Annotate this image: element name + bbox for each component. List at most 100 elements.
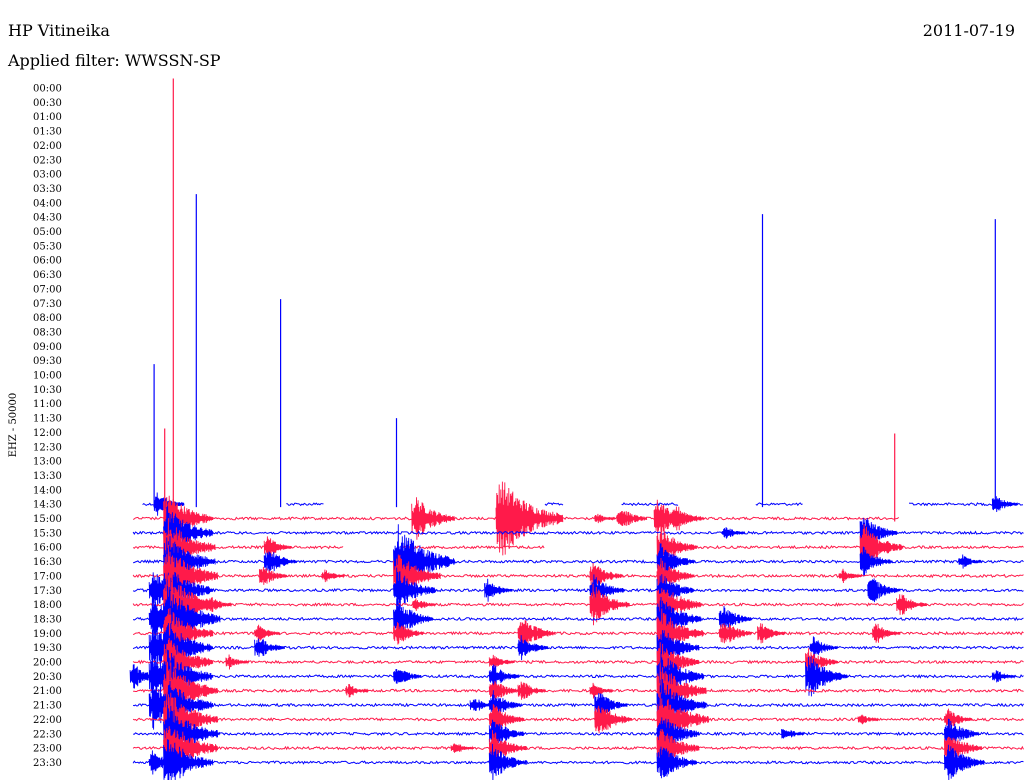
trace-line — [132, 760, 1024, 765]
trace-line — [132, 702, 1024, 708]
time-tick-label: 06:30 — [33, 270, 62, 281]
event-burst — [488, 704, 525, 735]
time-tick-label: 09:30 — [33, 356, 62, 367]
time-tick-label: 16:30 — [33, 557, 62, 568]
event-burst — [488, 730, 527, 767]
time-tick-label: 08:30 — [33, 327, 62, 338]
event-burst — [721, 527, 746, 539]
date-label: 2011-07-19 — [923, 21, 1015, 40]
event-burst — [589, 583, 630, 626]
event-burst — [163, 649, 214, 704]
event-burst — [163, 505, 214, 561]
time-tick-label: 13:00 — [33, 457, 62, 468]
event-burst — [656, 608, 705, 659]
time-tick-label: 02:00 — [33, 141, 62, 152]
event-burst — [254, 638, 286, 657]
filter-label: Applied filter: WWSSN-SP — [7, 51, 221, 70]
event-burst — [393, 622, 424, 645]
event-burst — [656, 557, 695, 594]
event-burst — [589, 682, 614, 699]
event-burst — [196, 728, 221, 740]
event-burst — [488, 680, 520, 701]
time-tick-label: 21:00 — [33, 686, 62, 697]
event-burst — [857, 714, 879, 725]
trace-line — [286, 502, 324, 507]
time-tick-label: 12:30 — [33, 442, 62, 453]
time-tick-label: 22:00 — [33, 715, 62, 726]
event-burst — [484, 578, 513, 602]
time-tick-label: 05:30 — [33, 241, 62, 252]
event-burst — [589, 562, 623, 589]
trace-line — [621, 502, 679, 507]
time-tick-label: 11:30 — [33, 414, 62, 425]
time-tick-label: 07:30 — [33, 299, 62, 310]
time-tick-label: 20:30 — [33, 672, 62, 683]
event-burst — [517, 681, 547, 700]
time-tick-label: 14:30 — [33, 500, 62, 511]
event-burst — [718, 605, 753, 632]
station-title: HP Vitineika — [8, 21, 110, 40]
event-burst — [958, 554, 982, 569]
event-burst — [991, 670, 1016, 683]
time-tick-label: 19:00 — [33, 629, 62, 640]
trace-line — [132, 745, 1024, 751]
time-tick-label: 21:30 — [33, 701, 62, 712]
time-tick-label: 17:30 — [33, 586, 62, 597]
time-tick-label: 12:00 — [33, 428, 62, 439]
event-burst — [589, 574, 626, 607]
trace-line — [132, 602, 1024, 607]
time-tick-label: 03:00 — [33, 170, 62, 181]
event-burst — [896, 594, 927, 615]
event-burst — [656, 717, 700, 751]
event-burst — [258, 566, 288, 585]
event-burst — [488, 690, 523, 720]
event-burst — [781, 728, 805, 739]
trace-line — [133, 688, 1024, 694]
event-burst — [943, 718, 980, 749]
time-tick-label: 00:00 — [33, 84, 62, 95]
time-tick-label: 15:30 — [33, 528, 62, 539]
event-burst — [393, 567, 436, 614]
event-burst — [718, 623, 753, 644]
event-burst — [225, 654, 250, 670]
event-burst — [254, 624, 281, 642]
time-tick-label: 05:00 — [33, 227, 62, 238]
event-burst — [206, 597, 233, 613]
event-burst — [488, 654, 515, 670]
trace-line — [133, 731, 1024, 737]
event-burst — [517, 619, 556, 647]
event-burst — [838, 568, 863, 584]
trace-line — [755, 502, 803, 507]
event-burst — [656, 746, 698, 779]
event-burst — [859, 546, 893, 577]
event-burst — [809, 636, 839, 659]
event-burst — [450, 743, 475, 753]
time-tick-label: 22:30 — [33, 729, 62, 740]
time-tick-label: 02:30 — [33, 155, 62, 166]
event-burst — [805, 656, 848, 697]
event-burst — [488, 664, 520, 689]
time-tick-label: 07:00 — [33, 284, 62, 295]
event-burst — [412, 598, 436, 611]
time-tick-label: 23:00 — [33, 744, 62, 755]
time-tick-label: 10:30 — [33, 385, 62, 396]
time-tick-label: 19:30 — [33, 643, 62, 654]
time-tick-label: 04:00 — [33, 198, 62, 209]
event-burst — [656, 679, 707, 732]
event-burst — [943, 744, 985, 780]
time-tick-label: 20:00 — [33, 658, 62, 669]
event-burst — [263, 551, 298, 572]
y-axis-label: EHZ - 50000 — [8, 393, 19, 458]
trace-line — [132, 673, 1024, 679]
time-tick-label: 17:00 — [33, 571, 62, 582]
time-tick-labels: 00:00 00:30 01:00 01:30 02:00 02:30 03:00 03:30… — [33, 84, 62, 769]
event-burst — [859, 523, 904, 571]
event-burst — [495, 481, 564, 556]
trace-line — [132, 717, 1024, 722]
event-burst — [656, 630, 700, 666]
time-tick-label: 10:00 — [33, 371, 62, 382]
time-tick-label: 01:00 — [33, 112, 62, 123]
time-tick-label: 11:00 — [33, 399, 62, 410]
time-tick-label: 18:00 — [33, 600, 62, 611]
